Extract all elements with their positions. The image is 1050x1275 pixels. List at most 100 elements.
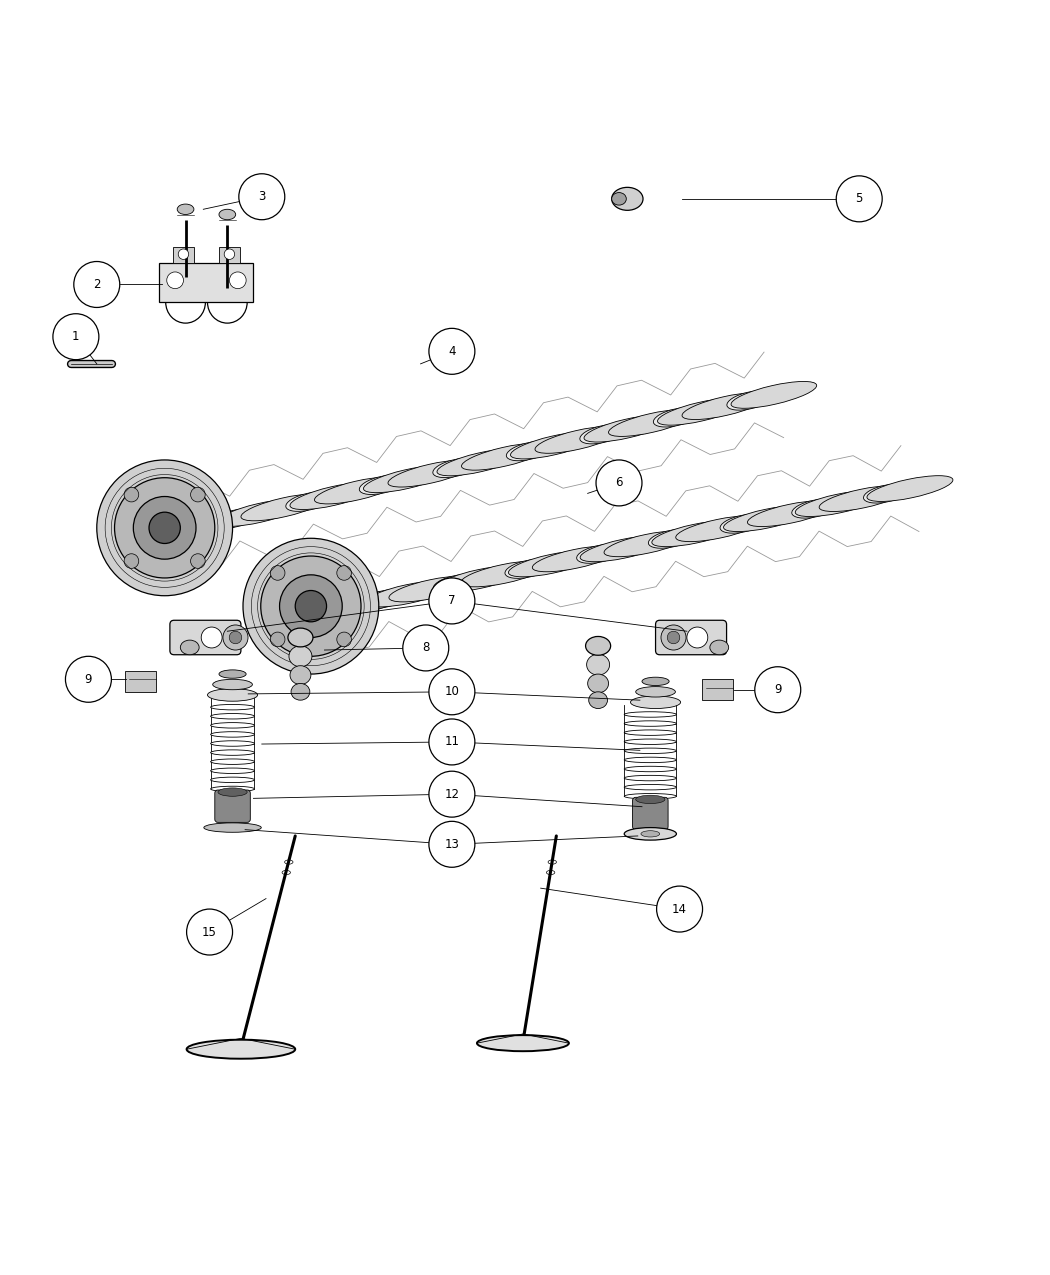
Ellipse shape: [576, 544, 622, 564]
Ellipse shape: [208, 688, 257, 701]
FancyBboxPatch shape: [632, 797, 668, 830]
Circle shape: [428, 821, 475, 867]
Circle shape: [191, 487, 205, 502]
Circle shape: [97, 460, 232, 595]
Ellipse shape: [624, 827, 676, 840]
Ellipse shape: [587, 654, 610, 674]
Text: 7: 7: [448, 594, 456, 607]
Text: 9: 9: [85, 673, 92, 686]
Circle shape: [687, 627, 708, 648]
Circle shape: [114, 478, 215, 578]
Ellipse shape: [139, 525, 184, 546]
Ellipse shape: [624, 720, 676, 727]
Ellipse shape: [437, 566, 523, 592]
Ellipse shape: [676, 516, 761, 542]
Ellipse shape: [433, 458, 478, 478]
Ellipse shape: [609, 409, 694, 436]
Ellipse shape: [181, 640, 200, 655]
Ellipse shape: [624, 784, 676, 790]
Circle shape: [337, 632, 352, 646]
Circle shape: [279, 575, 342, 638]
Circle shape: [133, 496, 196, 560]
Bar: [701, 680, 733, 700]
Ellipse shape: [657, 398, 743, 425]
Ellipse shape: [211, 705, 254, 710]
Ellipse shape: [213, 680, 252, 690]
Circle shape: [270, 632, 285, 646]
Circle shape: [596, 460, 642, 506]
Ellipse shape: [290, 604, 335, 623]
Text: 1: 1: [72, 330, 80, 343]
Ellipse shape: [359, 476, 404, 495]
Ellipse shape: [286, 492, 331, 511]
FancyBboxPatch shape: [215, 790, 250, 822]
Ellipse shape: [290, 483, 376, 510]
Ellipse shape: [652, 521, 738, 547]
Ellipse shape: [240, 493, 327, 520]
Ellipse shape: [536, 426, 621, 454]
Circle shape: [238, 173, 285, 219]
Circle shape: [428, 669, 475, 715]
Text: 10: 10: [444, 685, 459, 699]
Ellipse shape: [293, 597, 379, 622]
Ellipse shape: [640, 831, 659, 836]
Text: 6: 6: [615, 477, 623, 490]
Ellipse shape: [211, 741, 254, 746]
Ellipse shape: [723, 506, 810, 532]
Ellipse shape: [204, 822, 261, 833]
Ellipse shape: [580, 425, 625, 444]
Ellipse shape: [682, 393, 768, 419]
Circle shape: [202, 627, 223, 648]
Ellipse shape: [589, 692, 608, 709]
Circle shape: [428, 719, 475, 765]
Ellipse shape: [635, 687, 675, 697]
Text: 8: 8: [422, 641, 429, 654]
Circle shape: [662, 625, 686, 650]
Ellipse shape: [143, 516, 229, 543]
Circle shape: [124, 553, 139, 569]
Bar: [173, 247, 194, 263]
Circle shape: [403, 625, 448, 671]
Circle shape: [755, 667, 801, 713]
Ellipse shape: [727, 391, 772, 411]
Ellipse shape: [510, 432, 596, 459]
Circle shape: [74, 261, 120, 307]
Ellipse shape: [748, 501, 834, 527]
Text: 15: 15: [203, 926, 217, 938]
Circle shape: [124, 487, 139, 502]
Ellipse shape: [211, 778, 254, 783]
Ellipse shape: [211, 714, 254, 719]
Ellipse shape: [642, 677, 669, 686]
Ellipse shape: [315, 477, 400, 504]
Text: 14: 14: [672, 903, 687, 915]
Ellipse shape: [290, 666, 311, 685]
Text: 9: 9: [774, 683, 781, 696]
Circle shape: [428, 578, 475, 623]
Text: 4: 4: [448, 344, 456, 358]
Ellipse shape: [317, 592, 403, 617]
Circle shape: [229, 631, 242, 644]
Ellipse shape: [612, 193, 626, 205]
Ellipse shape: [167, 511, 253, 538]
Ellipse shape: [710, 640, 729, 655]
Circle shape: [428, 329, 475, 375]
Ellipse shape: [219, 209, 235, 219]
Text: 11: 11: [444, 736, 460, 748]
Circle shape: [167, 272, 184, 288]
Ellipse shape: [795, 491, 881, 516]
Ellipse shape: [624, 766, 676, 771]
Ellipse shape: [291, 683, 310, 700]
Ellipse shape: [792, 500, 837, 518]
Ellipse shape: [648, 529, 693, 548]
Circle shape: [667, 631, 679, 644]
Circle shape: [187, 909, 232, 955]
Ellipse shape: [532, 546, 618, 571]
Circle shape: [225, 249, 234, 259]
Ellipse shape: [462, 444, 547, 470]
Ellipse shape: [731, 381, 817, 408]
Ellipse shape: [506, 441, 551, 460]
Ellipse shape: [604, 530, 690, 557]
Ellipse shape: [211, 750, 254, 755]
Circle shape: [191, 553, 205, 569]
Text: 13: 13: [444, 838, 459, 850]
